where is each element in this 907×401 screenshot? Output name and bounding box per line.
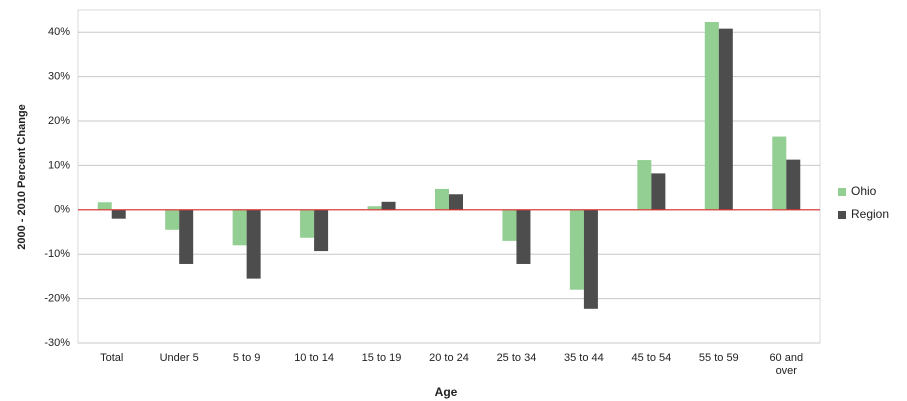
y-tick-label: 30% — [48, 71, 70, 83]
bar — [704, 21, 719, 210]
bar — [179, 209, 194, 264]
y-tick-label: -10% — [44, 248, 70, 260]
x-tick-label: 15 to 19 — [361, 352, 402, 364]
bar — [97, 202, 112, 210]
y-tick-label: -20% — [44, 293, 70, 305]
legend-swatch — [838, 188, 846, 196]
x-tick-label: 5 to 9 — [232, 352, 261, 364]
bar — [111, 209, 126, 219]
bar — [300, 209, 315, 238]
y-tick-label: 40% — [48, 26, 70, 38]
bar — [583, 209, 598, 309]
bar — [569, 209, 584, 290]
x-tick-label: Under 5 — [159, 352, 199, 364]
bar — [314, 209, 329, 252]
x-tick-label: 35 to 44 — [564, 352, 604, 364]
y-axis-label: 2000 - 2010 Percent Change — [16, 104, 28, 250]
bar — [516, 209, 531, 264]
y-tick-label: 20% — [48, 115, 70, 127]
bar — [435, 188, 449, 210]
y-tick-label: 10% — [48, 159, 70, 171]
bar — [637, 160, 652, 210]
y-tick-label: 0% — [54, 204, 70, 216]
bar — [367, 206, 382, 210]
x-tick-label: 55 to 59 — [698, 352, 739, 364]
bar — [786, 159, 801, 210]
bar — [718, 28, 733, 210]
x-tick-label: 20 to 24 — [429, 352, 469, 364]
x-axis-label: Age — [435, 385, 458, 399]
legend-label: Ohio — [851, 184, 877, 198]
bar — [232, 209, 247, 246]
bar — [165, 209, 180, 230]
legend-label: Region — [851, 207, 889, 221]
x-tick-label: 25 to 34 — [496, 352, 537, 364]
bar — [246, 209, 261, 279]
x-tick-label: 60 and over — [769, 352, 804, 377]
bar — [502, 209, 517, 241]
plot-area — [77, 9, 821, 344]
bar — [651, 173, 666, 210]
bar — [449, 194, 463, 210]
legend-swatch — [838, 211, 846, 219]
x-tick-label: 10 to 14 — [294, 352, 334, 364]
bar — [381, 201, 396, 210]
y-tick-label: -30% — [44, 337, 70, 349]
bar — [772, 136, 787, 210]
x-tick-label: 45 to 54 — [631, 352, 672, 364]
x-tick-label: Total — [100, 352, 124, 364]
